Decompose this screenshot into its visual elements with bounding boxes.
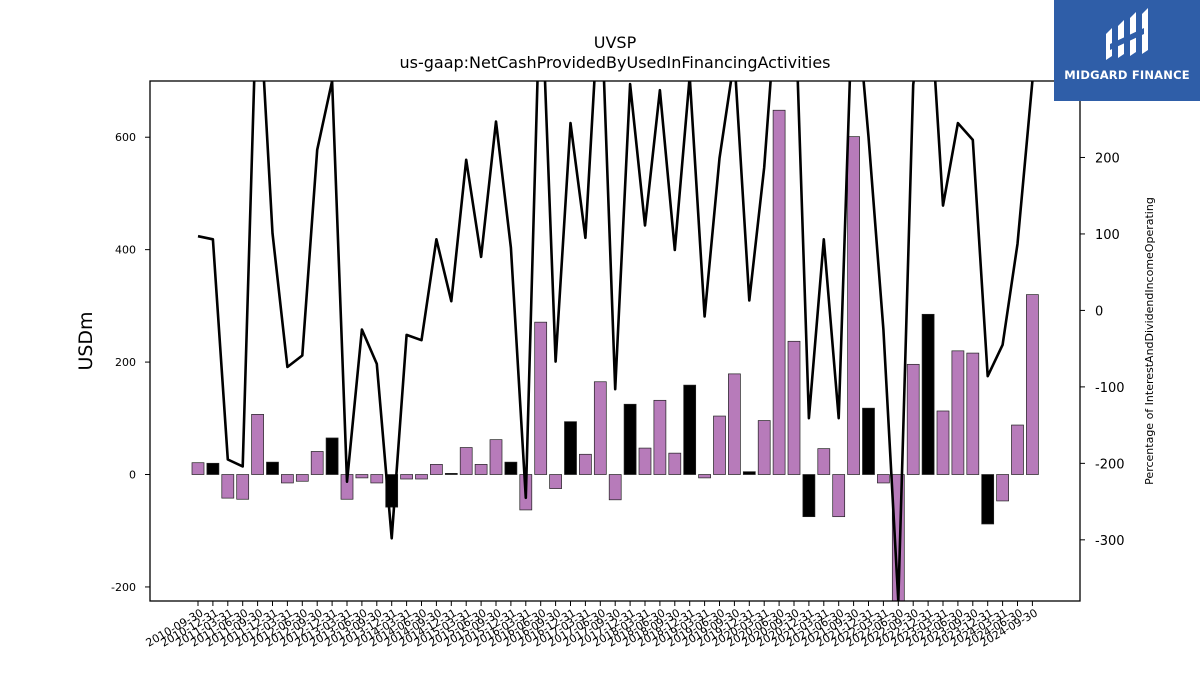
y-axis: -200 0 200 400 600 — [111, 131, 150, 594]
bar — [206, 462, 220, 475]
bar — [489, 439, 503, 475]
bar — [266, 461, 279, 475]
bar — [534, 321, 548, 475]
bar — [862, 407, 875, 475]
bar — [683, 384, 697, 475]
bar — [325, 437, 339, 475]
y2-tick-label: 200 — [1095, 151, 1120, 166]
bar — [772, 109, 786, 475]
bar — [966, 352, 980, 475]
bar — [877, 474, 890, 484]
bar — [1026, 294, 1039, 475]
y-tick-label: -200 — [111, 581, 136, 594]
bar — [802, 474, 816, 518]
brand-name: MIDGARD FINANCE — [1064, 68, 1190, 82]
bar — [415, 474, 428, 480]
bar — [504, 461, 518, 475]
bar — [430, 464, 443, 475]
bar — [281, 474, 294, 484]
x-axis: 2010-09-302010-12-312011-03-312011-06-30… — [144, 601, 1040, 650]
bar — [832, 474, 846, 518]
bar — [400, 474, 413, 480]
bar — [653, 399, 667, 475]
bar — [251, 414, 264, 475]
bar — [728, 373, 741, 475]
chart-title: UVSP — [594, 33, 637, 52]
bar — [847, 136, 860, 475]
bar — [593, 381, 607, 475]
bar — [921, 313, 935, 475]
bar — [981, 474, 995, 525]
bar — [787, 340, 801, 475]
y2-tick-label: 100 — [1095, 228, 1120, 243]
y2-tick-label: -100 — [1095, 381, 1125, 396]
bar — [951, 350, 965, 475]
y2-axis-label: Percentage of InterestAndDividendIncomeO… — [1143, 197, 1156, 485]
bar — [564, 421, 577, 475]
bar — [459, 447, 473, 475]
bar — [623, 403, 637, 475]
bar — [549, 474, 562, 489]
bar — [996, 474, 1009, 502]
chart-subtitle: us-gaap:NetCashProvidedByUsedInFinancing… — [399, 53, 830, 72]
line-series — [197, 81, 1034, 601]
bar — [757, 420, 771, 475]
bar — [713, 415, 726, 475]
y2-axis: -300 -200 -100 0 100 200 — [1080, 151, 1125, 549]
bar — [236, 474, 250, 500]
bar — [221, 474, 235, 499]
bar — [370, 474, 384, 484]
bar — [936, 410, 950, 475]
y-tick-label: 400 — [115, 244, 136, 257]
bar — [906, 363, 920, 475]
y2-tick-label: -200 — [1095, 457, 1125, 472]
bar — [474, 464, 488, 475]
bar — [1011, 424, 1024, 475]
bar — [310, 451, 324, 475]
bar — [191, 462, 205, 475]
y-axis-label: USDm — [75, 311, 97, 370]
bar — [817, 448, 831, 475]
y-tick-label: 200 — [115, 356, 136, 369]
bar — [608, 474, 622, 501]
bar — [668, 452, 682, 475]
bar — [698, 474, 711, 479]
bar — [579, 453, 592, 475]
y2-tick-label: 0 — [1095, 304, 1103, 319]
y-tick-label: 0 — [129, 469, 136, 482]
y2-tick-label: -300 — [1095, 534, 1125, 549]
bar — [295, 474, 309, 482]
brand-logo: MIDGARD FINANCE — [1054, 0, 1200, 101]
line-path — [197, 81, 1034, 601]
y-tick-label: 600 — [115, 131, 136, 144]
bar — [742, 471, 756, 475]
midgard-logo-icon — [1106, 8, 1148, 60]
bar — [638, 447, 652, 475]
bar — [444, 473, 458, 475]
bar — [355, 474, 369, 479]
